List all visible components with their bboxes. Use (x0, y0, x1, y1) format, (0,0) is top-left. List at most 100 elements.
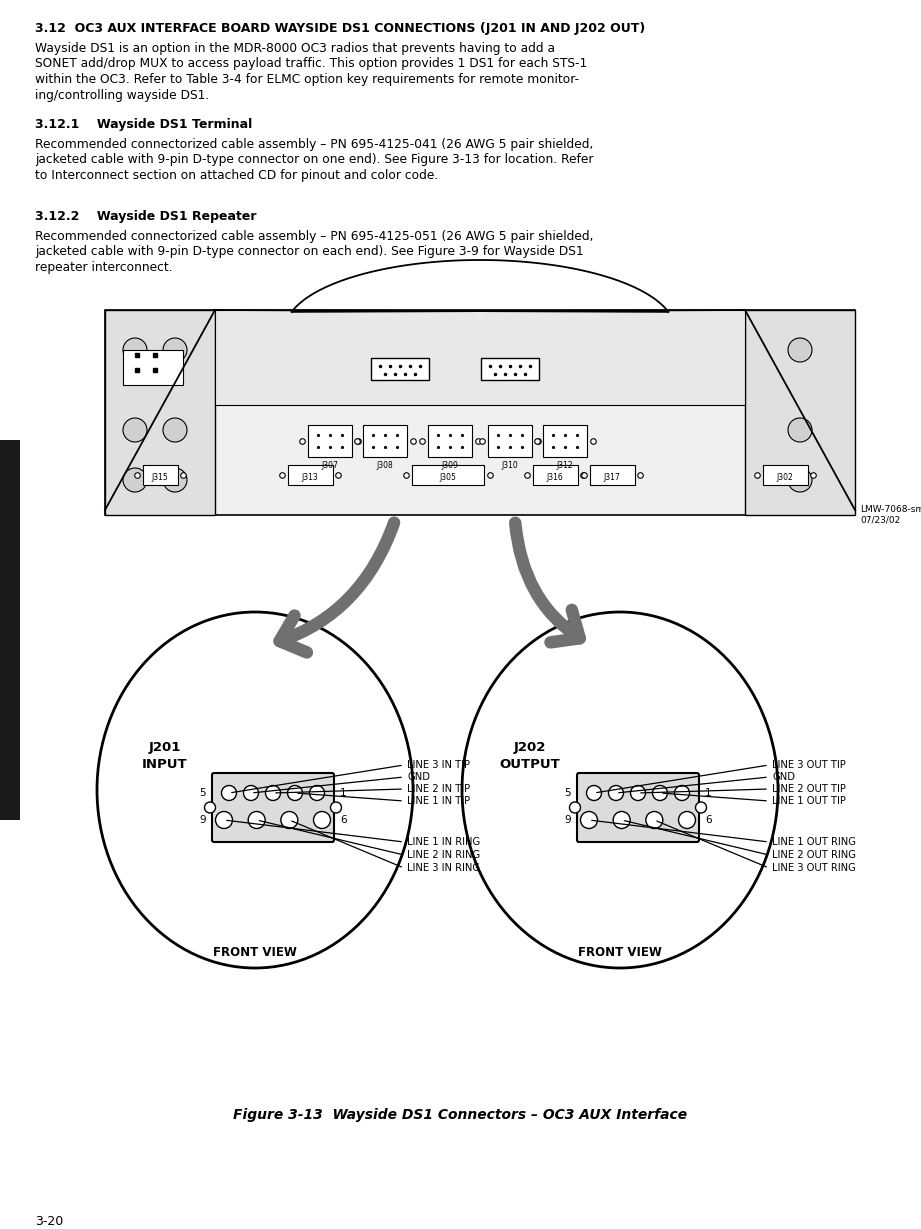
Text: J201: J201 (149, 741, 181, 755)
Text: FRONT VIEW: FRONT VIEW (578, 946, 662, 960)
Circle shape (163, 468, 187, 492)
Bar (488, 425, 532, 457)
Text: 3-20: 3-20 (35, 1215, 64, 1228)
Text: LINE 1 IN RING: LINE 1 IN RING (407, 837, 480, 847)
Text: LINE 2 OUT RING: LINE 2 OUT RING (772, 850, 856, 860)
Text: LINE 3 IN TIP: LINE 3 IN TIP (407, 760, 470, 771)
Circle shape (287, 785, 302, 800)
Text: LMW-7068-sm
07/23/02: LMW-7068-sm 07/23/02 (860, 505, 921, 525)
Text: J315: J315 (152, 472, 169, 482)
Circle shape (613, 811, 630, 828)
Text: SONET add/drop MUX to access payload traffic. This option provides 1 DS1 for eac: SONET add/drop MUX to access payload tra… (35, 58, 588, 70)
FancyBboxPatch shape (371, 358, 429, 380)
Circle shape (313, 811, 331, 828)
Circle shape (221, 785, 237, 800)
Circle shape (788, 338, 812, 363)
Bar (763, 465, 808, 485)
Circle shape (331, 803, 342, 814)
FancyBboxPatch shape (212, 773, 334, 842)
Text: INPUT: INPUT (142, 757, 188, 771)
Text: J309: J309 (441, 461, 459, 469)
Text: J317: J317 (603, 472, 621, 482)
Text: LINE 3 IN RING: LINE 3 IN RING (407, 863, 480, 873)
Circle shape (580, 811, 598, 828)
Bar (123, 350, 183, 385)
Text: 9: 9 (199, 815, 206, 825)
Text: FRONT VIEW: FRONT VIEW (213, 946, 297, 960)
Text: Recommended connectorized cable assembly – PN 695-4125-041 (26 AWG 5 pair shield: Recommended connectorized cable assembly… (35, 138, 593, 151)
Text: LINE 2 IN TIP: LINE 2 IN TIP (407, 784, 470, 794)
Text: to Interconnect section on attached CD for pinout and color code.: to Interconnect section on attached CD f… (35, 170, 438, 182)
Bar (412, 465, 484, 485)
Circle shape (587, 785, 601, 800)
Bar (745, 310, 855, 515)
FancyBboxPatch shape (481, 358, 539, 380)
Text: ing/controlling wayside DS1.: ing/controlling wayside DS1. (35, 88, 209, 102)
Circle shape (652, 785, 668, 800)
Bar (363, 425, 407, 457)
Circle shape (163, 418, 187, 442)
Text: repeater interconnect.: repeater interconnect. (35, 261, 172, 274)
Text: Wayside DS1 is an option in the MDR-8000 OC3 radios that prevents having to add : Wayside DS1 is an option in the MDR-8000… (35, 42, 555, 55)
Text: 3.12  OC3 AUX INTERFACE BOARD WAYSIDE DS1 CONNECTIONS (J201 IN AND J202 OUT): 3.12 OC3 AUX INTERFACE BOARD WAYSIDE DS1… (35, 22, 646, 34)
Text: Recommended connectorized cable assembly – PN 695-4125-051 (26 AWG 5 pair shield: Recommended connectorized cable assembly… (35, 230, 593, 243)
Text: within the OC3. Refer to Table 3-4 for ELMC option key requirements for remote m: within the OC3. Refer to Table 3-4 for E… (35, 73, 579, 86)
Text: J313: J313 (301, 472, 319, 482)
Circle shape (265, 785, 281, 800)
Circle shape (248, 811, 265, 828)
Circle shape (674, 785, 690, 800)
Text: 5: 5 (565, 788, 571, 798)
Text: LINE 1 IN TIP: LINE 1 IN TIP (407, 796, 470, 806)
Text: J316: J316 (547, 472, 564, 482)
Bar (533, 465, 578, 485)
Text: OUTPUT: OUTPUT (499, 757, 560, 771)
FancyBboxPatch shape (577, 773, 699, 842)
Bar (288, 465, 333, 485)
Text: GND: GND (407, 772, 430, 782)
Text: J307: J307 (321, 461, 338, 469)
Text: GND: GND (772, 772, 795, 782)
Circle shape (243, 785, 259, 800)
Circle shape (204, 803, 216, 814)
Circle shape (569, 803, 580, 814)
Circle shape (788, 468, 812, 492)
Bar (105, 310, 215, 515)
Text: J312: J312 (556, 461, 573, 469)
Circle shape (216, 811, 232, 828)
Text: J308: J308 (377, 461, 393, 469)
Text: 1: 1 (705, 788, 712, 798)
Circle shape (646, 811, 663, 828)
Ellipse shape (97, 612, 413, 968)
Circle shape (631, 785, 646, 800)
Text: Figure 3-13  Wayside DS1 Connectors – OC3 AUX Interface: Figure 3-13 Wayside DS1 Connectors – OC3… (233, 1109, 687, 1122)
Bar (590, 465, 635, 485)
Circle shape (309, 785, 324, 800)
Text: 3.12.1    Wayside DS1 Terminal: 3.12.1 Wayside DS1 Terminal (35, 118, 252, 132)
Circle shape (609, 785, 624, 800)
Circle shape (679, 811, 695, 828)
Bar (428, 425, 472, 457)
Circle shape (123, 418, 147, 442)
Circle shape (695, 803, 706, 814)
Circle shape (123, 338, 147, 363)
FancyArrowPatch shape (280, 522, 394, 653)
Text: LINE 2 IN RING: LINE 2 IN RING (407, 850, 480, 860)
Text: LINE 1 OUT TIP: LINE 1 OUT TIP (772, 796, 845, 806)
Ellipse shape (462, 612, 778, 968)
Text: jacketed cable with 9-pin D-type connector on each end). See Figure 3-9 for Ways: jacketed cable with 9-pin D-type connect… (35, 246, 584, 258)
Text: J302: J302 (776, 472, 793, 482)
Text: LINE 3 OUT RING: LINE 3 OUT RING (772, 863, 856, 873)
FancyArrowPatch shape (515, 522, 579, 643)
Text: J305: J305 (439, 472, 457, 482)
Text: 5: 5 (199, 788, 206, 798)
Circle shape (163, 338, 187, 363)
Bar (143, 465, 178, 485)
Text: 6: 6 (340, 815, 346, 825)
Bar (0, 440, 20, 820)
Circle shape (123, 468, 147, 492)
Circle shape (788, 418, 812, 442)
Bar (308, 425, 352, 457)
Text: 6: 6 (705, 815, 712, 825)
Text: J202: J202 (514, 741, 546, 755)
Text: 1: 1 (340, 788, 346, 798)
